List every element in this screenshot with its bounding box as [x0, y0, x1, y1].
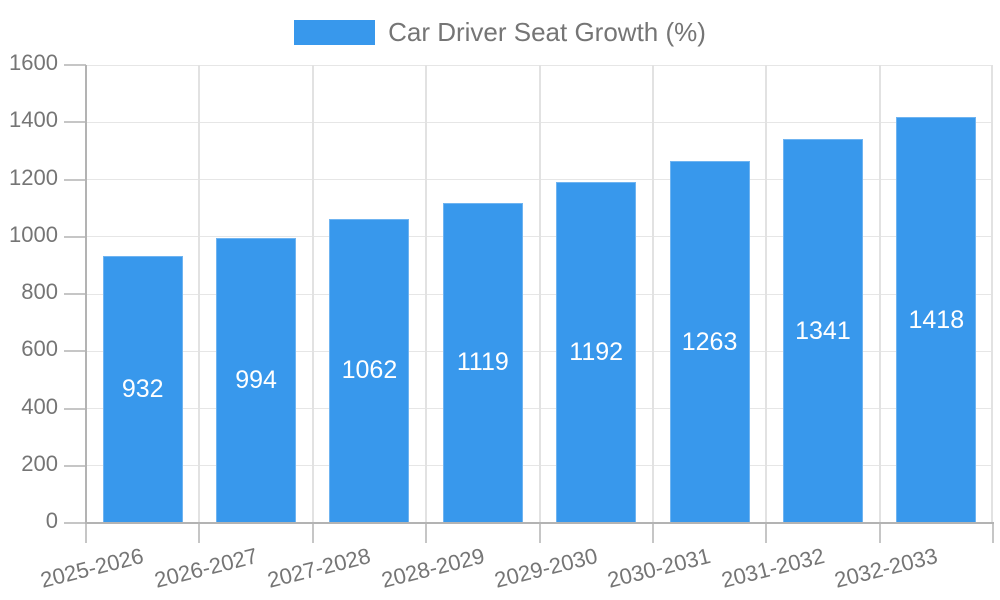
x-axis-label: 2025-2026: [38, 543, 147, 593]
v-gridline: [311, 65, 314, 523]
bar[interactable]: 932: [102, 256, 183, 523]
x-axis-label: 2026-2027: [151, 543, 260, 593]
v-gridline: [198, 65, 201, 523]
bar[interactable]: 1341: [782, 139, 863, 523]
bar[interactable]: 1263: [669, 161, 750, 523]
y-tick: [64, 293, 86, 295]
v-gridline: [878, 65, 881, 523]
bar-value-label: 1192: [569, 337, 624, 366]
x-tick: [992, 523, 994, 543]
x-tick: [198, 523, 201, 543]
v-gridline: [765, 65, 768, 523]
x-tick: [878, 523, 881, 543]
legend-swatch: [294, 20, 376, 45]
y-tick: [64, 64, 86, 66]
bar[interactable]: 1418: [896, 117, 977, 523]
bar-value-label: 1263: [681, 327, 738, 356]
x-axis-label: 2032-2033: [831, 543, 941, 593]
y-axis-label: 400: [21, 393, 58, 419]
bar[interactable]: 1062: [329, 219, 410, 523]
x-tick: [651, 523, 654, 543]
x-tick: [425, 523, 428, 543]
bar-value-label: 1341: [795, 316, 851, 345]
bar-value-label: 1119: [456, 348, 509, 377]
x-axis-label: 2028-2029: [378, 543, 487, 593]
y-tick: [64, 464, 86, 467]
y-axis-label: 0: [45, 508, 58, 533]
bar[interactable]: 994: [216, 238, 297, 523]
x-tick: [538, 523, 541, 543]
v-gridline: [538, 65, 541, 523]
bar-value-label: 1062: [341, 356, 398, 385]
x-tick: [765, 523, 768, 543]
bar-value-label: 932: [121, 375, 164, 404]
y-tick: [64, 178, 86, 181]
bar-value-label: 994: [235, 366, 277, 395]
y-axis-line: [85, 65, 87, 523]
y-axis-label: 800: [21, 279, 58, 304]
x-axis-label: 2029-2030: [491, 543, 600, 593]
y-tick: [64, 522, 86, 524]
y-tick: [64, 121, 86, 124]
y-tick: [64, 350, 86, 353]
bar[interactable]: 1192: [556, 181, 637, 523]
y-axis-label: 1200: [9, 164, 58, 190]
y-tick: [64, 407, 86, 410]
v-gridline: [425, 65, 428, 523]
y-tick: [64, 235, 86, 238]
y-axis-label: 1600: [9, 50, 58, 75]
x-axis-label: 2027-2028: [265, 543, 374, 593]
chart-legend[interactable]: Car Driver Seat Growth (%): [0, 17, 1000, 48]
legend-label: Car Driver Seat Growth (%): [388, 17, 706, 47]
v-gridline: [651, 65, 654, 523]
x-axis-label: 2031-2032: [718, 543, 827, 593]
v-gridline: [991, 65, 993, 523]
x-axis-line: [85, 522, 994, 524]
x-tick: [311, 523, 314, 543]
y-axis-label: 1000: [9, 221, 58, 247]
y-axis-label: 600: [21, 336, 58, 362]
x-axis-label: 2030-2031: [605, 543, 714, 593]
y-axis-label: 1400: [9, 107, 58, 133]
y-axis-label: 200: [21, 450, 58, 476]
bar[interactable]: 1119: [442, 202, 523, 523]
bar-value-label: 1418: [908, 305, 965, 334]
x-tick: [85, 523, 87, 543]
